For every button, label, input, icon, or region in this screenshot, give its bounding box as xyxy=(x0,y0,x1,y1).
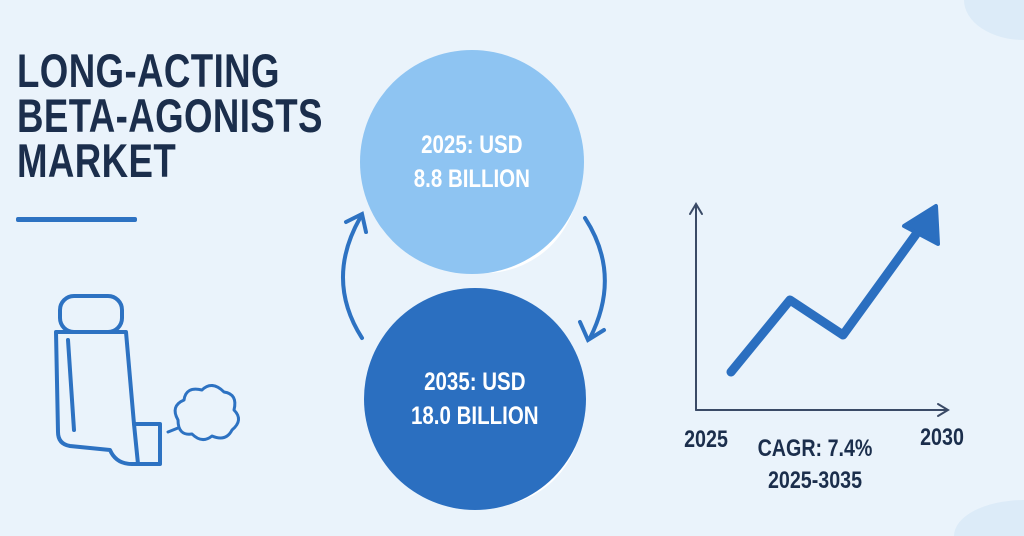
circle-value-label: 8.8 BILLION xyxy=(413,165,531,193)
cagr-label: CAGR: 7.4% 2025-3035 xyxy=(758,433,873,497)
x-start-label: 2025 xyxy=(684,426,728,453)
title-underline xyxy=(16,217,137,222)
cagr-period: 2025-3035 xyxy=(767,467,863,494)
title-line: BETA-AGONISTS xyxy=(17,89,323,142)
trend-line xyxy=(726,221,927,377)
x-end-label: 2030 xyxy=(920,424,964,451)
x-axis-arrow xyxy=(937,403,950,417)
page-title: LONG-ACTING BETA-AGONISTS MARKET xyxy=(17,44,323,187)
circle-year-label: 2025: USD xyxy=(421,131,523,159)
circle-value-label: 18.0 BILLION xyxy=(411,402,539,430)
cagr-value: CAGR: 7.4% xyxy=(757,435,873,462)
circle-year-label: 2035: USD xyxy=(424,368,526,396)
market-2035-circle: 2035: USD 18.0 BILLION xyxy=(364,288,586,510)
title-line: MARKET xyxy=(17,134,177,187)
cycle-arrows-icon xyxy=(341,211,607,343)
title-line: LONG-ACTING xyxy=(17,44,280,97)
market-2025-circle: 2025: USD 8.8 BILLION xyxy=(360,50,584,274)
trend-up-arrow-icon xyxy=(902,204,940,246)
inhaler-icon xyxy=(54,294,240,466)
y-axis-arrow xyxy=(689,202,703,215)
trend-chart xyxy=(689,202,950,417)
